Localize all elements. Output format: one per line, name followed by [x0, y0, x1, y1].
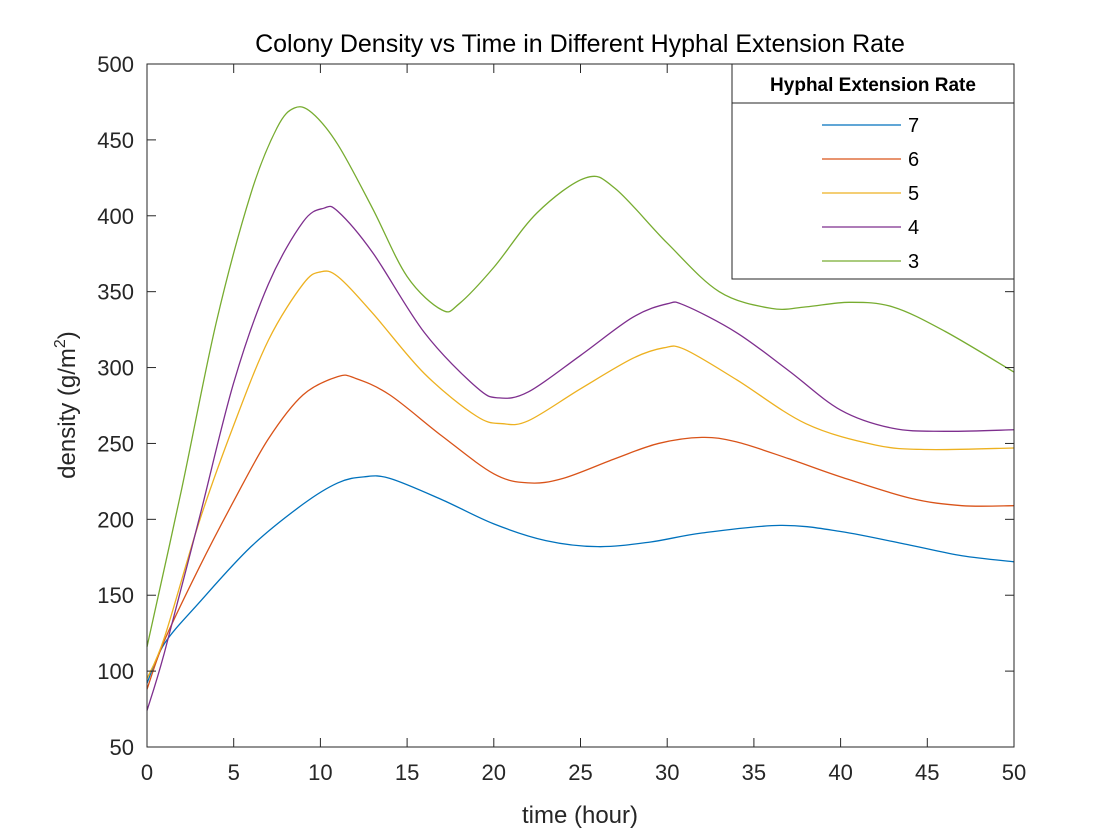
y-axis: 50 100 150 200 250 300 350 400 450 500	[97, 52, 1014, 760]
x-tick-label: 5	[228, 760, 240, 785]
y-axis-label: density (g/m2)	[52, 331, 81, 479]
y-tick-label: 500	[97, 52, 134, 77]
y-tick-label: 100	[97, 659, 134, 684]
legend-box	[731, 63, 1015, 280]
x-tick-label: 25	[568, 760, 592, 785]
legend-label-4: 4	[908, 217, 919, 239]
series-line-7	[146, 475, 1015, 684]
series-line-4	[146, 205, 1015, 711]
y-tick-label: 150	[97, 583, 134, 608]
chart-title: Colony Density vs Time in Different Hyph…	[255, 30, 905, 58]
legend-label-3: 3	[908, 251, 919, 273]
y-tick-label: 200	[97, 507, 134, 532]
y-tick-label: 400	[97, 204, 134, 229]
series-line-5	[146, 270, 1015, 679]
y-tick-label: 250	[97, 431, 134, 456]
x-axis: 0 5 10 15 20 25 30 35 40 45 50	[141, 64, 1026, 785]
x-tick-label: 0	[141, 760, 153, 785]
x-axis-label: time (hour)	[522, 802, 638, 829]
x-tick-label: 40	[828, 760, 852, 785]
y-tick-label: 300	[97, 356, 134, 381]
x-tick-label: 50	[1002, 760, 1026, 785]
y-axis-label-main: density (g/m	[54, 348, 81, 479]
legend-title: Hyphal Extension Rate	[770, 75, 976, 96]
x-tick-label: 15	[395, 760, 419, 785]
series-line-3	[146, 106, 1015, 647]
x-tick-label: 20	[482, 760, 506, 785]
x-tick-label: 45	[915, 760, 939, 785]
x-tick-label: 30	[655, 760, 679, 785]
legend-label-7: 7	[908, 115, 919, 137]
y-tick-label: 450	[97, 128, 134, 153]
legend-label-5: 5	[908, 183, 919, 205]
series-line-6	[146, 374, 1015, 690]
y-axis-label-close: )	[54, 331, 81, 339]
x-tick-label: 10	[308, 760, 332, 785]
legend-label-6: 6	[908, 149, 919, 171]
y-tick-label: 50	[110, 735, 134, 760]
legend: Hyphal Extension Rate 7 6 5 4 3	[731, 63, 1015, 280]
y-tick-label: 350	[97, 280, 134, 305]
series-lines	[146, 106, 1015, 711]
x-tick-label: 35	[742, 760, 766, 785]
legend-entries: 7 6 5 4 3	[822, 115, 919, 273]
y-axis-label-superscript: 2	[52, 339, 69, 348]
